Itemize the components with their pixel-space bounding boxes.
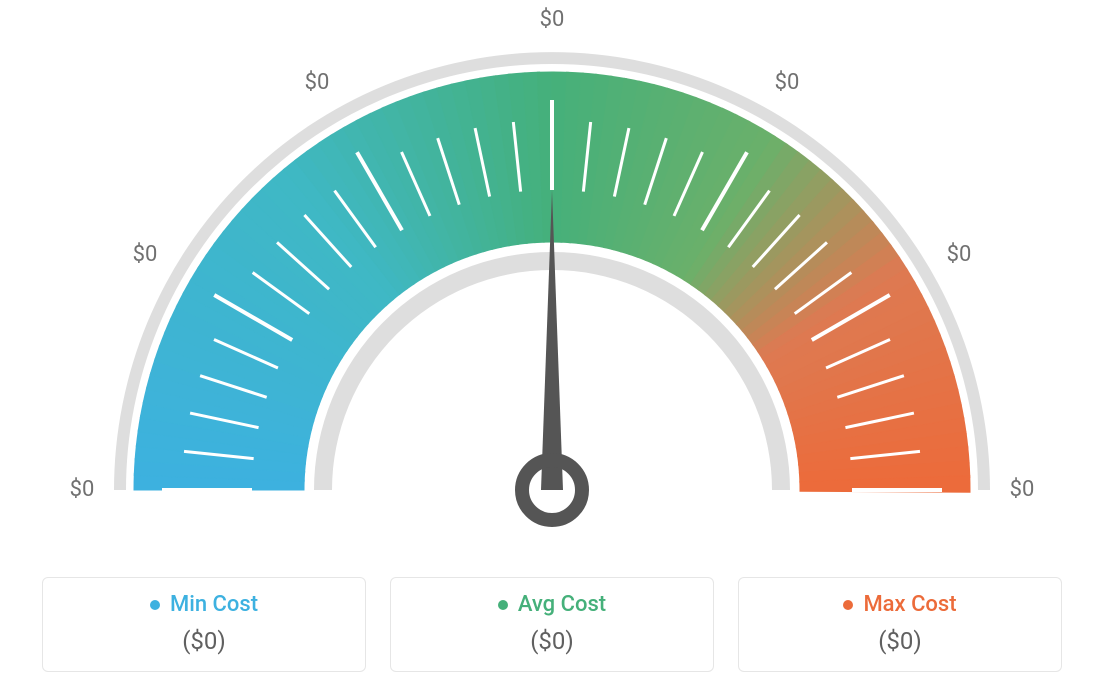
- legend-value-min: ($0): [53, 627, 355, 655]
- gauge-svg: $0 $0 $0 $0 $0 $0 $0: [42, 0, 1062, 540]
- legend-dot-max: [843, 600, 853, 610]
- cost-gauge: $0 $0 $0 $0 $0 $0 $0: [42, 0, 1062, 540]
- legend-value-avg: ($0): [401, 627, 703, 655]
- legend-dot-avg: [498, 600, 508, 610]
- svg-text:$0: $0: [70, 477, 95, 502]
- svg-text:$0: $0: [947, 242, 972, 267]
- legend-card-max: Max Cost ($0): [738, 577, 1062, 672]
- legend-label-max: Max Cost: [863, 592, 956, 617]
- svg-text:$0: $0: [540, 7, 565, 32]
- legend-label-min: Min Cost: [170, 592, 258, 617]
- legend-card-min: Min Cost ($0): [42, 577, 366, 672]
- legend-header-max: Max Cost: [749, 592, 1051, 617]
- legend-card-avg: Avg Cost ($0): [390, 577, 714, 672]
- svg-text:$0: $0: [775, 70, 800, 95]
- legend-header-min: Min Cost: [53, 592, 355, 617]
- legend-row: Min Cost ($0) Avg Cost ($0) Max Cost ($0…: [42, 577, 1062, 672]
- svg-text:$0: $0: [305, 70, 330, 95]
- legend-label-avg: Avg Cost: [518, 592, 606, 617]
- legend-value-max: ($0): [749, 627, 1051, 655]
- legend-header-avg: Avg Cost: [401, 592, 703, 617]
- svg-text:$0: $0: [133, 242, 158, 267]
- svg-text:$0: $0: [1010, 477, 1035, 502]
- legend-dot-min: [150, 600, 160, 610]
